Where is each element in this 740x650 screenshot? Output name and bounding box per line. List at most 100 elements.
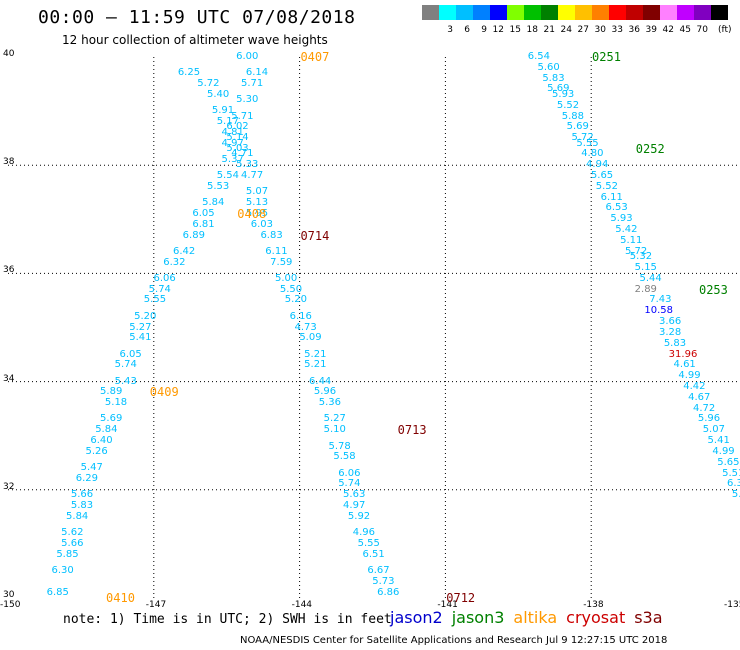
longitude-tick-label: -147 [145,600,167,610]
wave-height-value: 10.58 [644,305,674,317]
latitude-tick-label: 36 [3,265,15,276]
wave-height-value: 6.81 [192,218,215,230]
legend-label: 3 [447,25,453,35]
wave-height-value: 5.15 [634,261,657,273]
latitude-tick-label: 32 [3,481,15,492]
longitude-tick-label: -144 [291,600,313,610]
legend-swatch [422,5,439,20]
pass-number-label: 0713 [397,423,427,438]
legend-swatch [677,5,694,20]
wave-height-value: 5.58 [333,451,356,463]
wave-height-value: 5.53 [206,180,230,192]
wave-height-value: 5.27 [323,413,346,425]
mission-label: jason2 [390,608,443,627]
wave-height-value: 5.52 [595,180,619,192]
legend-swatch [609,5,626,20]
wave-height-value: 5.65 [590,170,614,182]
pass-number-label: 0409 [149,385,179,400]
wave-height-value: 6.03 [250,218,273,230]
wave-height-value: 5.71 [241,78,264,90]
legend-swatch [660,5,677,20]
wave-height-value: 4.81 [221,126,244,138]
mission-label: jason3 [451,608,505,627]
wave-height-value: 5.42 [615,224,638,236]
wave-height-value: 5.00 [275,272,298,284]
wave-height-value: 5.44 [639,272,662,284]
wave-height-value: 4.77 [241,170,264,182]
wave-height-value: 5.13 [245,197,269,209]
wave-height-value: 5.71 [231,110,254,122]
wave-height-value: 7.59 [270,256,293,268]
wave-height-value: 4.97 [221,137,244,149]
legend-swatch [507,5,524,20]
legend-label: 6 [464,25,470,35]
wave-height-value: 5.93 [610,213,633,225]
wave-height-value: 31.96 [668,348,698,360]
wave-height-value: 5.27 [129,321,152,333]
wave-height-value: 5.66 [61,537,84,549]
wave-height-value: 4.96 [352,527,376,539]
wave-height-value: 5.30 [236,94,259,106]
latitude-tick-label: 34 [3,373,15,384]
wave-height-value: 5.74 [338,478,361,490]
legend-swatch [490,5,507,20]
legend-swatch [456,5,473,20]
wave-height-value: 5.72 [571,132,594,144]
wave-height-value: 6.67 [367,564,390,576]
wave-height-value: 5.91 [211,105,235,117]
wave-height-value: 6.00 [236,51,259,62]
wave-height-value: 7.43 [649,294,672,306]
wave-height-value: 5.92 [347,510,371,522]
wave-height-value: 5.69 [566,121,589,133]
longitude-tick-label: -135 [724,600,740,610]
wave-height-value: 6.06 [153,272,176,284]
wave-height-value: 4.99 [712,445,735,457]
pass-number-label: 0712 [446,591,476,605]
wave-height-value: 4.97 [343,500,366,512]
wave-height-value: 5.07 [702,424,725,436]
wave-height-value: 5.72 [624,245,648,257]
wave-height-value: 4.67 [688,391,711,403]
wave-height-value: 6.86 [377,586,400,598]
wave-height-value: 2.89 [634,283,657,295]
wave-height-value: 6.85 [46,586,69,598]
legend-label: 45 [679,25,691,35]
wave-height-value: 5.74 [114,359,137,371]
wave-height-value: 5.74 [148,283,171,295]
wave-height-value: 5.21 [304,359,327,371]
legend-swatch [524,5,541,20]
wave-height-value: 4.73 [294,321,317,333]
wave-height-value: 6.05 [192,207,215,219]
longitude-tick-label: -138 [583,600,604,610]
wave-height-value: 4.71 [231,148,254,160]
wave-height-value: 5.96 [697,413,721,425]
pass-number-label: 0252 [635,141,665,156]
wave-height-value: 5.83 [542,72,565,84]
wave-height-value: 5.83 [663,337,687,349]
wave-height-value: 3.28 [658,326,682,338]
map-title: 00:00 – 11:59 UTC 07/08/2018 [38,7,356,28]
wave-height-value: 5.73 [372,575,395,587]
pass-number-label: 0251 [592,50,621,64]
mission-label: cryosat [566,608,626,627]
wave-height-value: 5.47 [80,462,103,474]
wave-height-value: 6.25 [177,67,201,79]
wave-height-value: 6.14 [245,67,269,79]
wave-height-value: 6.89 [182,229,205,241]
wave-height-value: 6.05 [119,348,142,360]
legend-swatch [439,5,456,20]
legend-label: 24 [560,25,572,35]
legend-label: 42 [662,25,674,35]
wave-height-value: 5.03 [226,142,249,154]
legend-swatch [541,5,558,20]
wave-height-value: 5.41 [707,435,730,447]
wave-height-value: 6.51 [362,548,385,560]
wave-height-value: 5.20 [134,310,157,322]
credit-line: NOAA/NESDIS Center for Satellite Applica… [240,635,668,646]
wave-height-value: 5.52 [556,99,580,111]
mission-legend: jason2 jason3 altika cryosat s3a [390,608,672,627]
wave-height-value: 5.83 [70,500,94,512]
legend-swatch [711,5,728,20]
legend-swatch [643,5,660,20]
mission-label: s3a [634,608,663,627]
